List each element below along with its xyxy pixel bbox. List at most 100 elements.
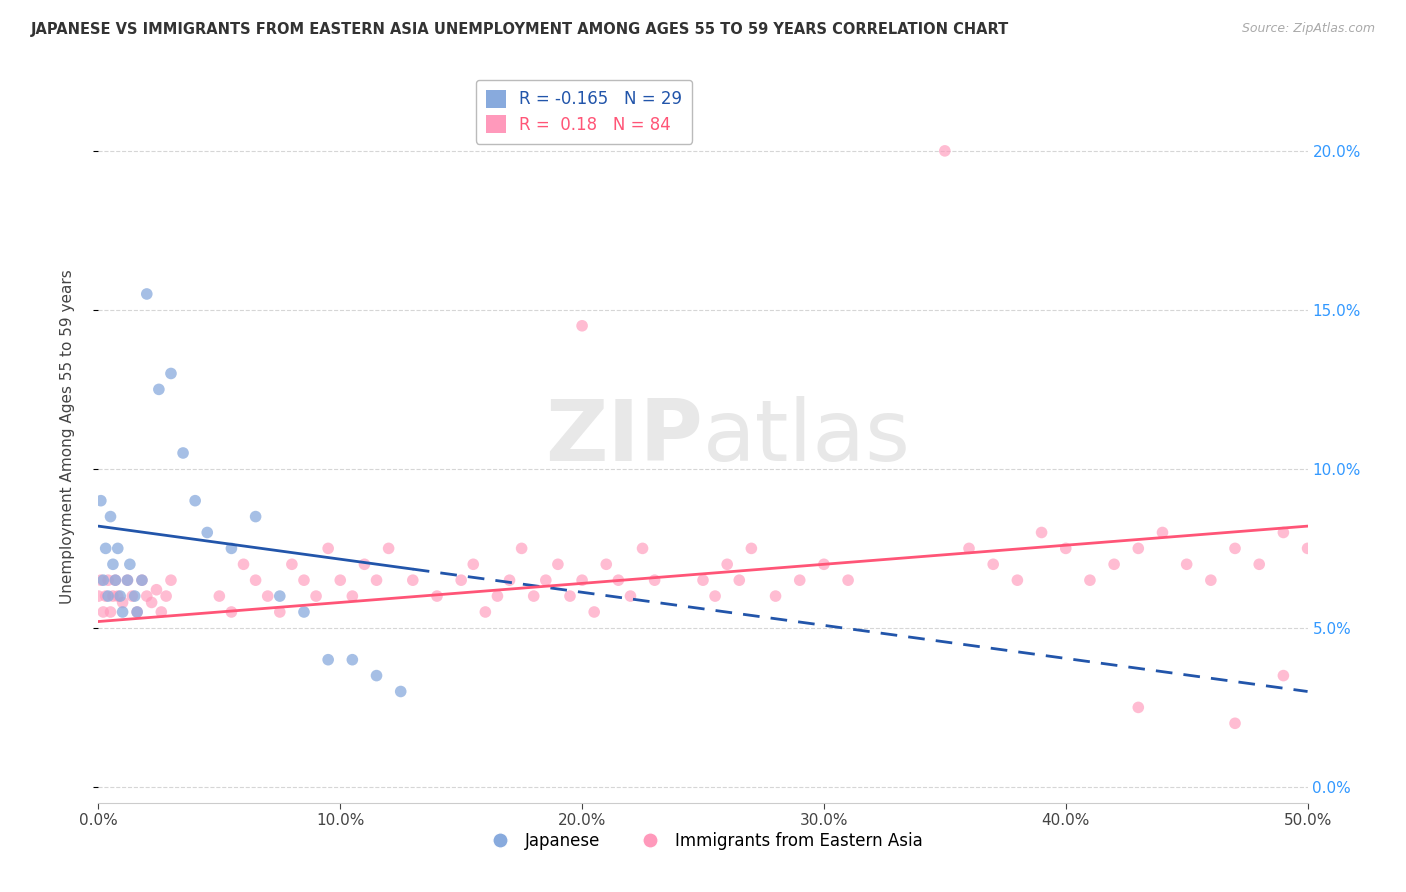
- Point: [619, 589, 641, 603]
- Point: [121, 589, 143, 603]
- Point: [607, 573, 630, 587]
- Point: [1078, 573, 1101, 587]
- Point: [232, 558, 254, 572]
- Point: [221, 605, 243, 619]
- Point: [1223, 541, 1246, 556]
- Point: [111, 605, 134, 619]
- Point: [716, 558, 738, 572]
- Point: [1054, 541, 1077, 556]
- Point: [305, 589, 328, 603]
- Point: [90, 573, 112, 587]
- Point: [342, 653, 364, 667]
- Point: [583, 605, 606, 619]
- Point: [316, 541, 339, 556]
- Point: [837, 573, 859, 587]
- Point: [728, 573, 751, 587]
- Point: [292, 573, 315, 587]
- Point: [145, 582, 167, 597]
- Point: [101, 589, 124, 603]
- Point: [316, 653, 339, 667]
- Point: [366, 668, 388, 682]
- Point: [221, 541, 243, 556]
- Point: [172, 446, 194, 460]
- Point: [87, 589, 110, 603]
- Point: [1249, 558, 1271, 572]
- Point: [813, 558, 835, 572]
- Point: [97, 589, 120, 603]
- Point: [91, 573, 114, 587]
- Text: ZIP: ZIP: [546, 395, 703, 479]
- Point: [90, 493, 112, 508]
- Point: [353, 558, 375, 572]
- Text: atlas: atlas: [703, 395, 911, 479]
- Point: [160, 573, 183, 587]
- Point: [245, 573, 267, 587]
- Point: [1128, 700, 1150, 714]
- Point: [245, 509, 267, 524]
- Point: [117, 573, 139, 587]
- Point: [135, 589, 157, 603]
- Point: [256, 589, 278, 603]
- Point: [498, 573, 520, 587]
- Point: [1007, 573, 1029, 587]
- Point: [510, 541, 533, 556]
- Point: [108, 589, 131, 603]
- Point: [740, 541, 762, 556]
- Point: [141, 595, 163, 609]
- Point: [127, 605, 149, 619]
- Point: [644, 573, 666, 587]
- Point: [547, 558, 569, 572]
- Point: [631, 541, 654, 556]
- Point: [117, 573, 139, 587]
- Point: [135, 287, 157, 301]
- Point: [595, 558, 617, 572]
- Point: [111, 595, 134, 609]
- Point: [1296, 541, 1319, 556]
- Point: [366, 573, 388, 587]
- Point: [94, 541, 117, 556]
- Point: [127, 605, 149, 619]
- Point: [957, 541, 980, 556]
- Point: [329, 573, 352, 587]
- Point: [981, 558, 1004, 572]
- Y-axis label: Unemployment Among Ages 55 to 59 years: Unemployment Among Ages 55 to 59 years: [60, 269, 75, 605]
- Point: [155, 589, 177, 603]
- Text: Source: ZipAtlas.com: Source: ZipAtlas.com: [1241, 22, 1375, 36]
- Point: [124, 589, 146, 603]
- Point: [523, 589, 546, 603]
- Point: [692, 573, 714, 587]
- Point: [100, 509, 122, 524]
- Point: [426, 589, 449, 603]
- Point: [101, 558, 124, 572]
- Point: [208, 589, 231, 603]
- Point: [534, 573, 557, 587]
- Point: [100, 605, 122, 619]
- Text: JAPANESE VS IMMIGRANTS FROM EASTERN ASIA UNEMPLOYMENT AMONG AGES 55 TO 59 YEARS : JAPANESE VS IMMIGRANTS FROM EASTERN ASIA…: [31, 22, 1010, 37]
- Point: [91, 605, 114, 619]
- Point: [107, 541, 129, 556]
- Point: [558, 589, 581, 603]
- Point: [1199, 573, 1222, 587]
- Legend: Japanese, Immigrants from Eastern Asia: Japanese, Immigrants from Eastern Asia: [477, 825, 929, 856]
- Point: [184, 493, 207, 508]
- Point: [118, 558, 141, 572]
- Point: [131, 573, 153, 587]
- Point: [292, 605, 315, 619]
- Point: [269, 605, 291, 619]
- Point: [1152, 525, 1174, 540]
- Point: [1128, 541, 1150, 556]
- Point: [789, 573, 811, 587]
- Point: [377, 541, 399, 556]
- Point: [97, 573, 120, 587]
- Point: [1102, 558, 1125, 572]
- Point: [1223, 716, 1246, 731]
- Point: [765, 589, 787, 603]
- Point: [160, 367, 183, 381]
- Point: [450, 573, 472, 587]
- Point: [269, 589, 291, 603]
- Point: [1272, 668, 1295, 682]
- Point: [463, 558, 485, 572]
- Point: [474, 605, 496, 619]
- Point: [281, 558, 304, 572]
- Point: [571, 318, 593, 333]
